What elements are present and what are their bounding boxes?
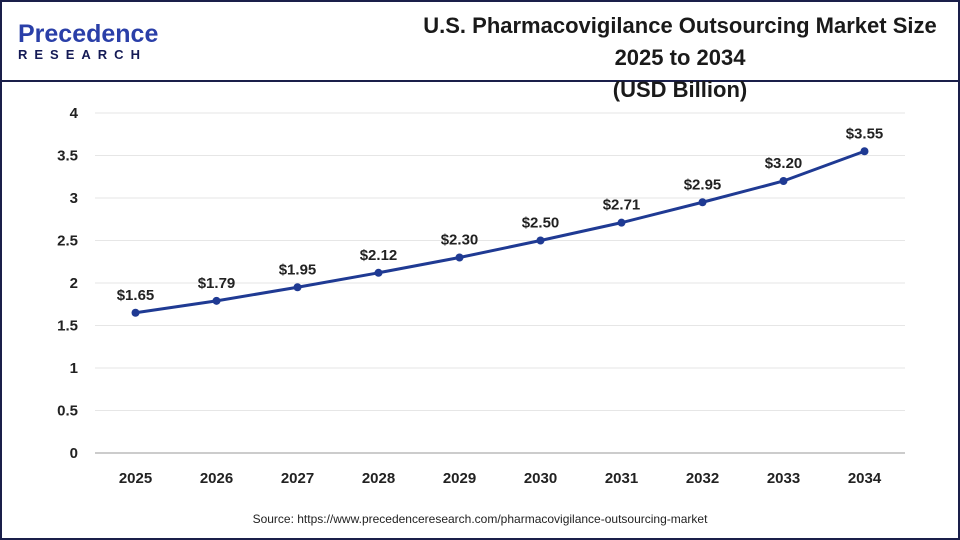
x-tick-label: 2027 <box>281 470 314 487</box>
data-point <box>293 283 302 292</box>
y-tick-label: 3.5 <box>57 148 78 165</box>
title-line2: (USD Billion) <box>612 77 748 102</box>
x-tick-label: 2033 <box>767 470 800 487</box>
y-tick-label: 1 <box>70 360 78 377</box>
header-divider <box>0 80 960 82</box>
data-point <box>212 296 221 305</box>
x-tick-label: 2031 <box>605 470 638 487</box>
x-tick-label: 2029 <box>443 470 476 487</box>
chart-title: U.S. Pharmacovigilance Outsourcing Marke… <box>400 10 960 106</box>
data-point <box>374 268 383 277</box>
x-tick-label: 2030 <box>524 470 557 487</box>
y-tick-label: 0 <box>70 445 78 462</box>
data-label: $2.71 <box>603 197 641 214</box>
title-line1: U.S. Pharmacovigilance Outsourcing Marke… <box>423 13 937 70</box>
data-label: $2.30 <box>441 232 479 249</box>
source-note: Source: https://www.precedenceresearch.c… <box>252 512 708 526</box>
x-tick-label: 2034 <box>848 470 882 487</box>
y-tick-label: 0.5 <box>57 403 78 420</box>
data-point <box>455 253 464 262</box>
x-tick-label: 2028 <box>362 470 395 487</box>
data-label: $2.95 <box>684 176 722 193</box>
data-label: $1.65 <box>117 287 155 304</box>
data-label: $3.20 <box>765 155 803 172</box>
data-point <box>536 236 545 245</box>
data-label: $3.55 <box>846 125 884 142</box>
logo-line1: Precedence <box>18 20 159 48</box>
data-label: $1.95 <box>279 261 317 278</box>
data-point <box>698 198 707 207</box>
y-tick-label: 2 <box>70 275 78 292</box>
x-tick-label: 2032 <box>686 470 719 487</box>
series-line <box>135 149 866 315</box>
data-point <box>131 308 140 317</box>
x-tick-label: 2025 <box>119 470 152 487</box>
data-label: $2.50 <box>522 215 560 232</box>
logo-line2: RESEARCH <box>18 47 147 62</box>
y-tick-label: 4 <box>70 105 79 122</box>
data-point <box>860 147 869 156</box>
precedence-research-logo: Precedence RESEARCH <box>18 22 158 63</box>
data-point <box>617 218 626 227</box>
data-label: $2.12 <box>360 247 398 264</box>
y-tick-label: 2.5 <box>57 233 78 250</box>
y-tick-label: 3 <box>70 190 78 207</box>
data-label: $1.79 <box>198 275 236 292</box>
y-tick-label: 1.5 <box>57 318 78 335</box>
data-point <box>779 177 788 185</box>
x-tick-label: 2026 <box>200 470 233 487</box>
